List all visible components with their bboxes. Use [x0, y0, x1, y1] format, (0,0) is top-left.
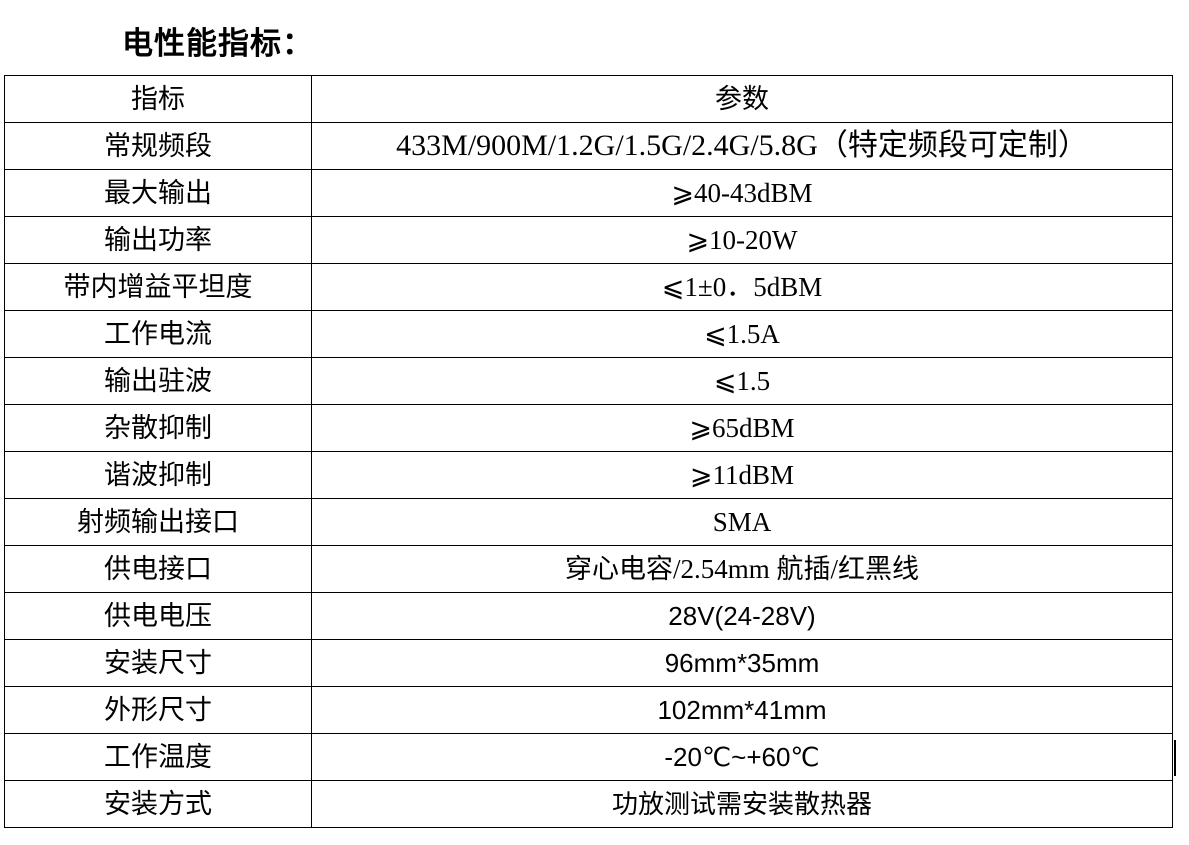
spec-name: 射频输出接口	[4, 498, 312, 546]
spec-name: 常规频段	[4, 122, 312, 170]
table-row: 外形尺寸 102mm*41mm	[4, 686, 1173, 734]
table-row: 工作温度 -20℃~+60℃	[4, 733, 1173, 781]
table-row: 射频输出接口 SMA	[4, 498, 1173, 546]
table-row: 输出驻波 ⩽1.5	[4, 357, 1173, 405]
table-row: 安装方式 功放测试需安装散热器	[4, 780, 1173, 828]
spec-value: 96mm*35mm	[311, 639, 1173, 687]
spec-value: ⩾65dBM	[311, 404, 1173, 452]
table-row: 输出功率 ⩾10-20W	[4, 216, 1173, 264]
spec-name: 供电接口	[4, 545, 312, 593]
spec-name: 最大输出	[4, 169, 312, 217]
spec-value: ⩾10-20W	[311, 216, 1173, 264]
table-header-row: 指标 参数	[4, 75, 1173, 123]
spec-value: ⩽1.5	[311, 357, 1173, 405]
table-row: 工作电流 ⩽1.5A	[4, 310, 1173, 358]
header-key: 指标	[4, 75, 312, 123]
header-value: 参数	[311, 75, 1173, 123]
spec-table: 指标 参数 常规频段 433M/900M/1.2G/1.5G/2.4G/5.8G（…	[4, 75, 1173, 828]
spec-name: 安装尺寸	[4, 639, 312, 687]
table-row: 杂散抑制 ⩾65dBM	[4, 404, 1173, 452]
table-row: 供电电压 28V(24-28V)	[4, 592, 1173, 640]
section-title: 电性能指标：	[122, 26, 314, 61]
spec-value: ⩾11dBM	[311, 451, 1173, 499]
spec-value: 穿心电容/2.54mm 航插/红黑线	[311, 545, 1173, 593]
spec-value: ⩽1±0．5dBM	[311, 263, 1173, 311]
spec-name: 工作温度	[4, 733, 312, 781]
spec-value: ⩾40-43dBM	[311, 169, 1173, 217]
table-row: 供电接口 穿心电容/2.54mm 航插/红黑线	[4, 545, 1173, 593]
spec-name: 杂散抑制	[4, 404, 312, 452]
table-row: 带内增益平坦度 ⩽1±0．5dBM	[4, 263, 1173, 311]
spec-value: 433M/900M/1.2G/1.5G/2.4G/5.8G（特定频段可定制）	[311, 122, 1173, 170]
spec-value: 功放测试需安装散热器	[311, 780, 1173, 828]
spec-name: 工作电流	[4, 310, 312, 358]
spec-value: ⩽1.5A	[311, 310, 1173, 358]
spec-name: 带内增益平坦度	[4, 263, 312, 311]
spec-name: 谐波抑制	[4, 451, 312, 499]
spec-name: 安装方式	[4, 780, 312, 828]
table-row: 最大输出 ⩾40-43dBM	[4, 169, 1173, 217]
spec-value: SMA	[311, 498, 1173, 546]
spec-value: 102mm*41mm	[311, 686, 1173, 734]
spec-name: 输出功率	[4, 216, 312, 264]
table-row: 谐波抑制 ⩾11dBM	[4, 451, 1173, 499]
spec-value: 28V(24-28V)	[311, 592, 1173, 640]
spec-value: -20℃~+60℃	[311, 733, 1173, 781]
table-row: 安装尺寸 96mm*35mm	[4, 639, 1173, 687]
spec-name: 输出驻波	[4, 357, 312, 405]
table-row: 常规频段 433M/900M/1.2G/1.5G/2.4G/5.8G（特定频段可定…	[4, 122, 1173, 170]
spec-name: 外形尺寸	[4, 686, 312, 734]
spec-name: 供电电压	[4, 592, 312, 640]
edge-mark	[1174, 740, 1176, 776]
